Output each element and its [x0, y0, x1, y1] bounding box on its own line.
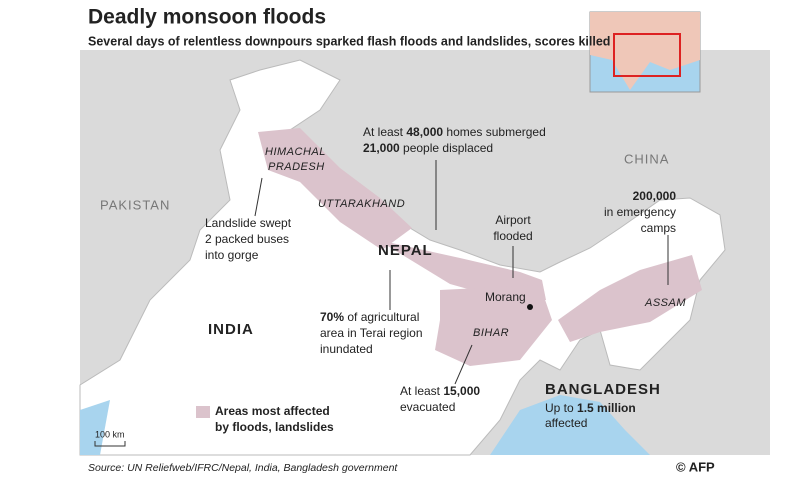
leader-line	[454, 344, 473, 385]
affected-area	[435, 285, 552, 366]
source: Source: UN Reliefweb/IFRC/Nepal, India, …	[88, 462, 398, 474]
annotation-text: Airport	[495, 213, 531, 227]
annotation-text: inundated	[320, 342, 373, 356]
annotation: 200,000	[633, 189, 677, 203]
annotation: flooded	[493, 229, 532, 243]
annotation-text: of agricultural	[344, 310, 419, 324]
inset-focus	[613, 33, 681, 77]
leaders	[254, 160, 669, 385]
annotation-figure: 48,000	[406, 125, 443, 139]
annotation: affected	[545, 416, 587, 430]
region-label: HIMACHAL	[265, 146, 326, 158]
region-label: ASSAM	[644, 297, 686, 309]
annotation-text: Landslide swept	[205, 216, 292, 230]
legend-label: Areas most affected	[215, 404, 330, 418]
country-label: BANGLADESH	[545, 381, 661, 398]
annotation: 2 packed buses	[205, 232, 289, 246]
annotation: At least 48,000 homes submerged	[363, 125, 546, 139]
region-label: BIHAR	[473, 327, 509, 339]
scale-bar	[94, 441, 126, 447]
country-label: INDIA	[208, 321, 254, 338]
annotation: At least 15,000	[400, 384, 480, 398]
annotation: Up to 1.5 million	[545, 401, 636, 415]
city-dot	[527, 304, 533, 310]
annotation-text: evacuated	[400, 400, 455, 414]
annotation-figure: 200,000	[633, 189, 677, 203]
affected-area	[558, 255, 702, 342]
annotation: in emergency	[604, 205, 676, 219]
country-label: CHINA	[624, 151, 669, 166]
annotation-text: area in Terai region	[320, 326, 423, 340]
annotation-text: into gorge	[205, 248, 259, 262]
annotation-text: flooded	[493, 229, 532, 243]
title: Deadly monsoon floods	[88, 6, 326, 29]
country-label: NEPAL	[378, 242, 433, 259]
legend-swatch	[196, 406, 210, 418]
annotation: 70% of agricultural	[320, 310, 419, 324]
subtitle: Several days of relentless downpours spa…	[88, 34, 610, 48]
annotation-text: At least	[363, 125, 406, 139]
annotation-figure: 15,000	[443, 384, 480, 398]
affected-area	[378, 240, 546, 300]
credit: © AFP	[676, 459, 715, 474]
annotation: camps	[641, 221, 676, 235]
annotation-figure: 70%	[320, 310, 344, 324]
annotation-figure: 21,000	[363, 141, 400, 155]
annotation-text: camps	[641, 221, 676, 235]
annotation: into gorge	[205, 248, 259, 262]
inset-land	[590, 12, 700, 90]
annotation: Landslide swept	[205, 216, 292, 230]
inset-map	[589, 11, 701, 93]
country-label: PAKISTAN	[100, 197, 170, 212]
annotation-text: Up to	[545, 401, 577, 415]
sea	[80, 400, 110, 455]
annotation-text: At least	[400, 384, 443, 398]
city-label: Morang	[485, 290, 526, 304]
sea	[490, 395, 650, 455]
region-label: UTTARAKHAND	[318, 198, 405, 210]
annotation: Airport	[495, 213, 531, 227]
annotation-text: in emergency	[604, 205, 676, 219]
india-land	[79, 59, 726, 456]
leader-line	[254, 177, 263, 217]
annotation: area in Terai region	[320, 326, 423, 340]
annotation-figure: 1.5 million	[577, 401, 636, 415]
annotation-text: homes submerged	[443, 125, 546, 139]
annotation: 21,000 people displaced	[363, 141, 493, 155]
scale-label: 100 km	[95, 429, 125, 439]
region-label: PRADESH	[268, 161, 325, 173]
annotation-text: 2 packed buses	[205, 232, 289, 246]
annotation: evacuated	[400, 400, 455, 414]
annotation-text: affected	[545, 416, 587, 430]
legend-label: by floods, landslides	[215, 420, 334, 434]
annotation: inundated	[320, 342, 373, 356]
affected-area	[258, 128, 412, 250]
annotation-text: people displaced	[400, 141, 493, 155]
